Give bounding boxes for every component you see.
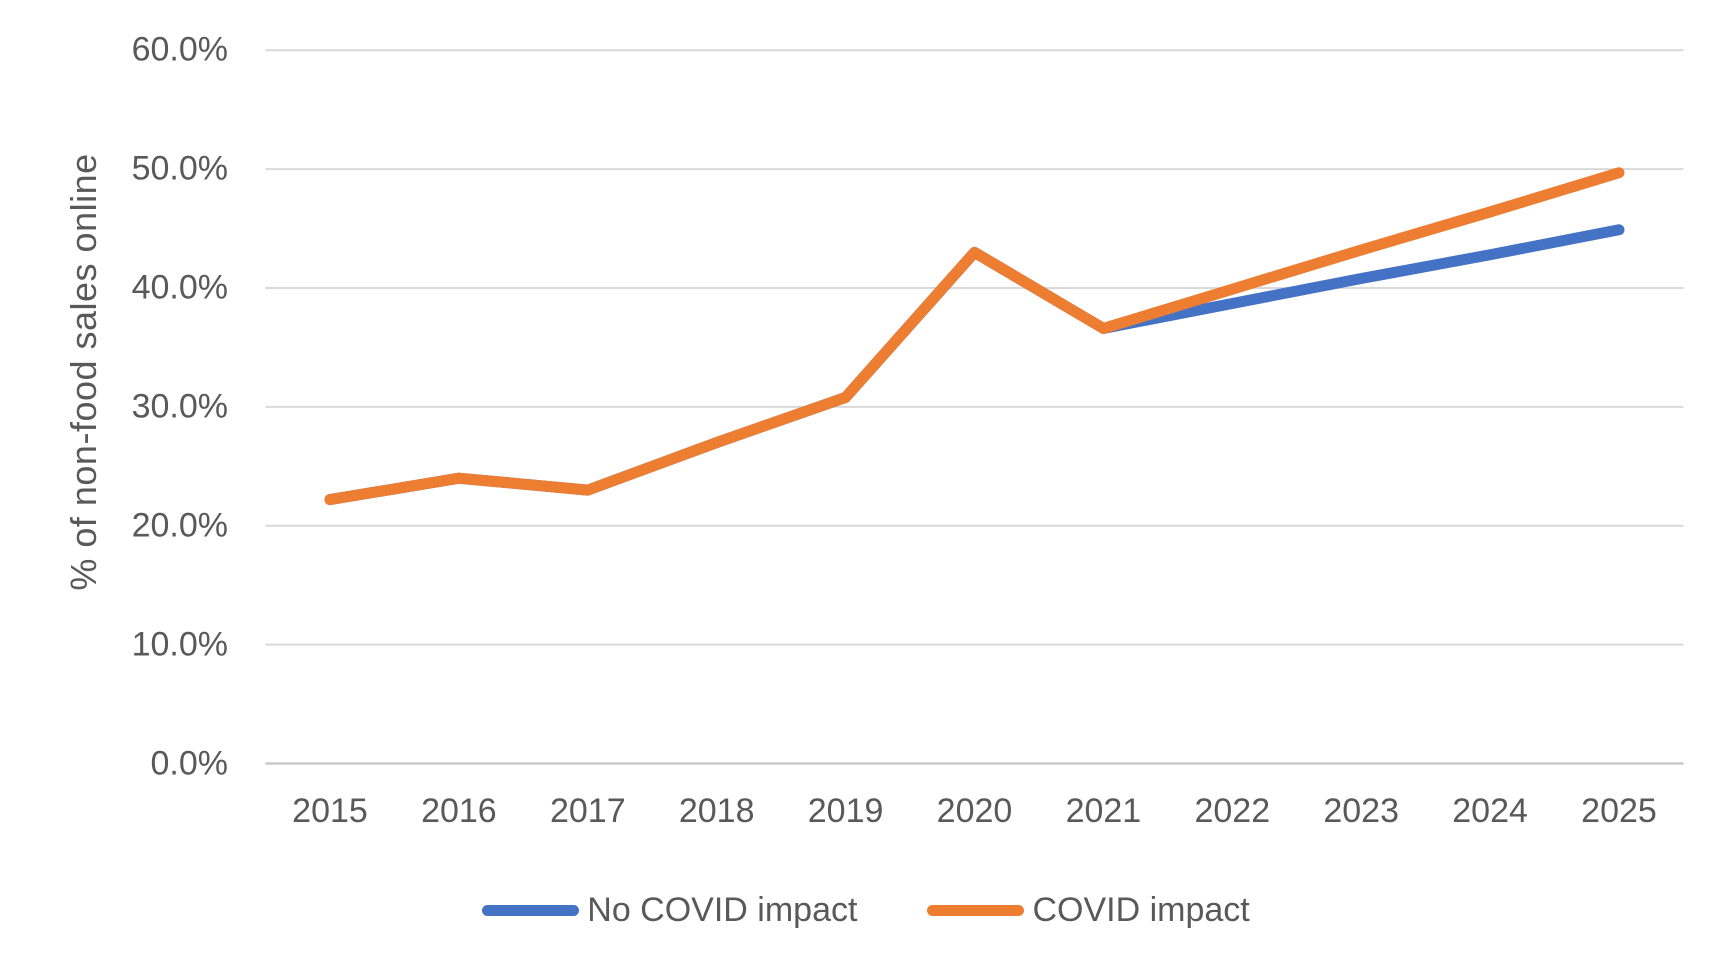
y-tick-label: 40.0% [131,268,228,307]
x-tick-label: 2022 [1194,792,1271,830]
legend: No COVID impact COVID impact [0,886,1732,934]
legend-label: COVID impact [1032,890,1250,929]
legend-line-swatch [482,904,580,916]
x-tick-label: 2024 [1452,792,1528,830]
y-tick-label: 50.0% [131,149,228,188]
y-tick-label: 60.0% [131,30,228,69]
x-tick-label: 2020 [936,792,1013,830]
series-line-covid-impact [324,167,1625,506]
x-tick-label: 2023 [1323,792,1400,830]
x-tick-label: 2018 [678,792,755,830]
legend-item-no-covid-impact: No COVID impact [482,891,857,930]
x-tick-label: 2016 [421,792,497,830]
series-line-no-covid-impact [324,224,1625,506]
x-tick-label: 2015 [292,792,368,830]
x-tick-label: 2017 [549,792,626,830]
y-tick-label: 30.0% [131,387,228,426]
x-tick-label: 2019 [807,792,884,830]
y-tick-label: 10.0% [131,625,228,664]
legend-line-swatch [927,904,1025,916]
x-tick-label: 2021 [1065,792,1142,830]
legend-label: No COVID impact [587,890,858,929]
y-tick-label: 0.0% [150,744,229,782]
x-tick-label: 2025 [1581,792,1657,830]
y-tick-label: 20.0% [131,506,228,545]
legend-item-covid-impact: COVID impact [927,890,1250,930]
